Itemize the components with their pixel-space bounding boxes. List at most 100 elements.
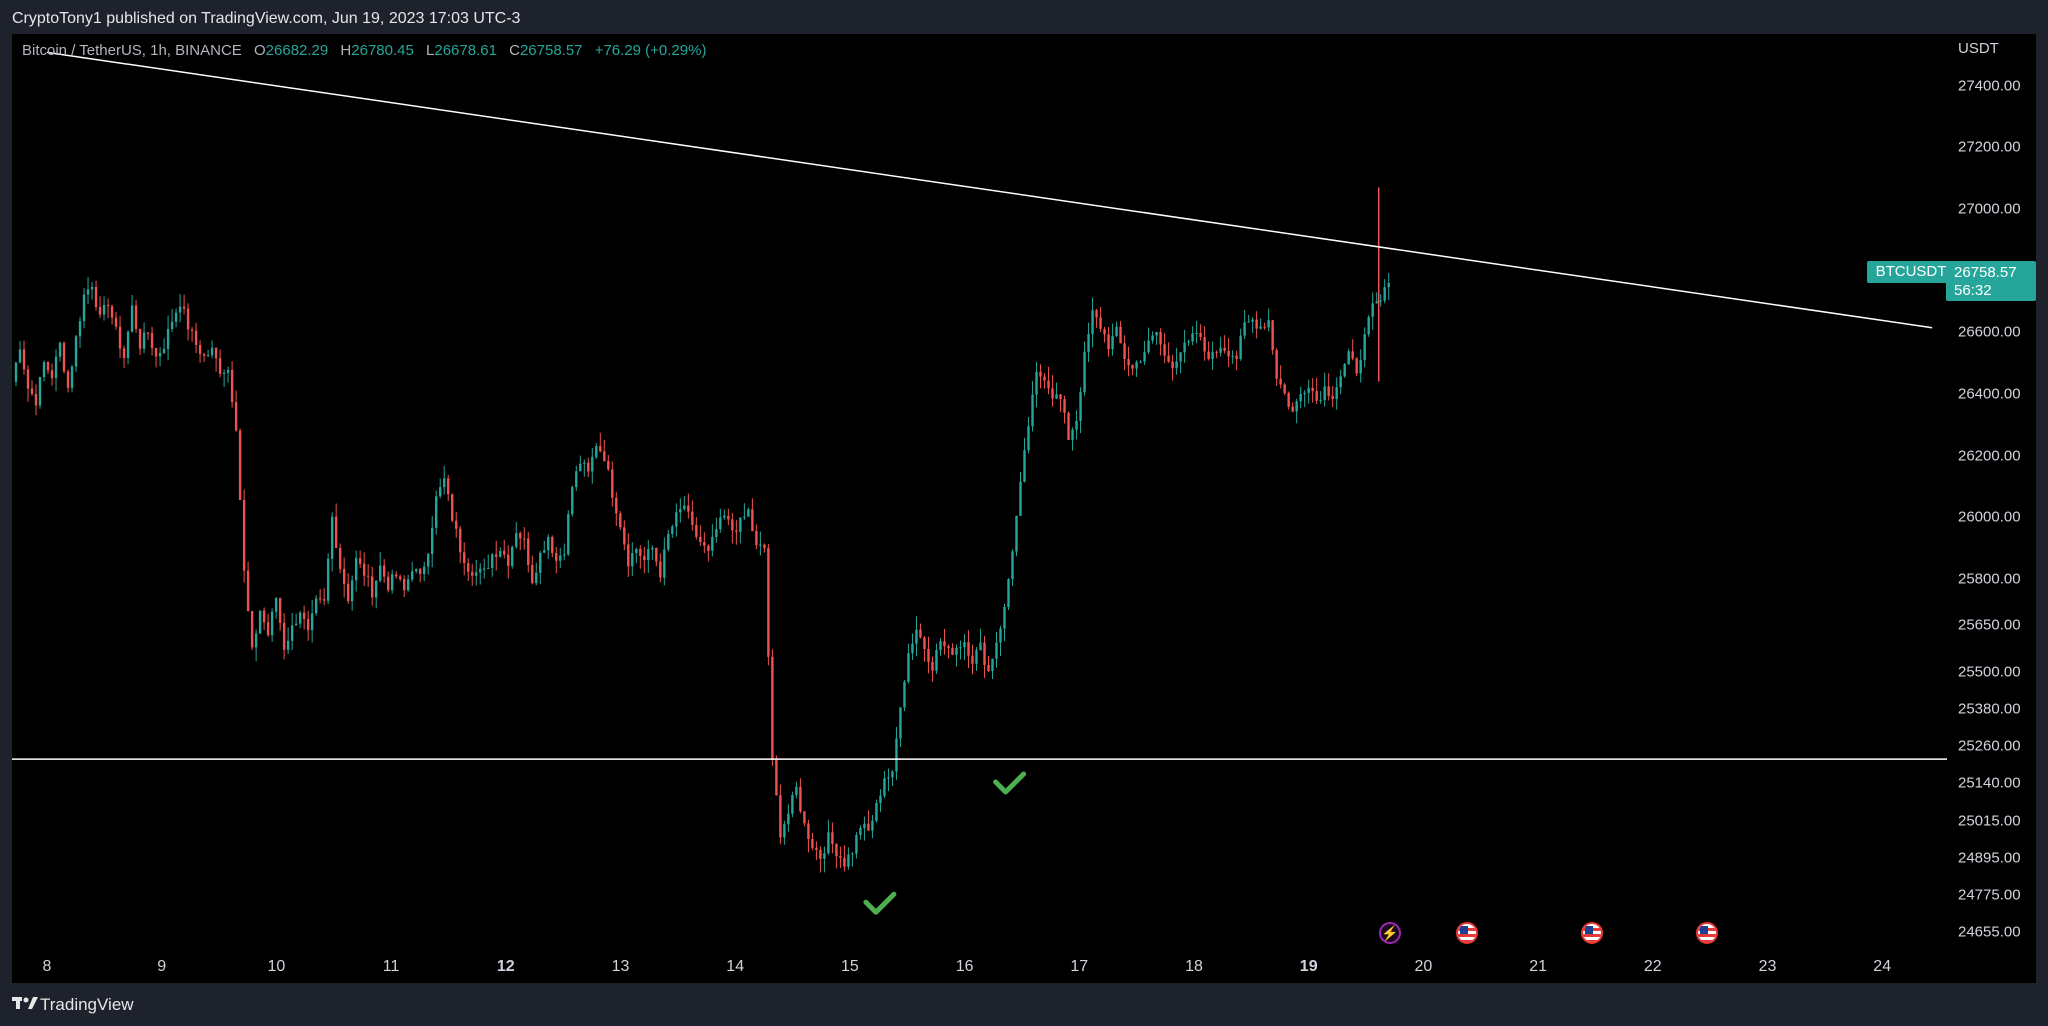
candle-body: [278, 598, 282, 623]
candle-body: [1107, 334, 1110, 350]
bolt-icon[interactable]: ⚡: [1379, 922, 1401, 944]
time-tick: 8: [42, 958, 52, 975]
price-chart[interactable]: [12, 34, 2036, 983]
us-flag-icon[interactable]: [1696, 922, 1718, 944]
candle-body: [130, 305, 134, 332]
candle-body: [467, 563, 470, 572]
candle-body: [831, 832, 834, 844]
candle-body: [615, 497, 618, 514]
legend-high-value: 26780.45: [351, 42, 414, 59]
candle-body: [50, 370, 54, 379]
candle-body: [419, 569, 422, 575]
candle-body: [579, 463, 582, 472]
candle-body: [282, 622, 286, 650]
candle-body: [571, 487, 574, 515]
candle-body: [74, 336, 78, 367]
candle-body: [182, 306, 186, 309]
candle-body: [819, 849, 822, 859]
candle-body: [507, 554, 510, 566]
candle-body: [779, 795, 782, 838]
candle-body: [14, 362, 18, 382]
candle-body: [122, 348, 126, 358]
candle-body: [407, 579, 410, 591]
candle-body: [98, 307, 102, 315]
candle-body: [1151, 335, 1154, 341]
candle-body: [1119, 326, 1122, 344]
candle-body: [963, 642, 966, 648]
candle-body: [254, 633, 258, 648]
legend-close-value: 26758.57: [519, 42, 583, 59]
candle-body: [354, 558, 358, 581]
us-flag-icon[interactable]: [1456, 922, 1478, 944]
candle-body: [1007, 579, 1010, 607]
candle-body: [511, 546, 514, 566]
candle-body: [294, 623, 298, 626]
candle-body: [58, 342, 62, 357]
candle-body: [1355, 358, 1358, 374]
candle-body: [198, 345, 202, 355]
candle-body: [1363, 334, 1366, 361]
candle-body: [939, 641, 942, 651]
candle-body: [811, 839, 814, 848]
chart-pane[interactable]: Bitcoin / TetherUS, 1h, BINANCE O26682.2…: [12, 34, 2036, 983]
price-tick: 27200.00: [1958, 138, 2021, 156]
candle-body: [1315, 391, 1318, 401]
candle-body: [338, 547, 342, 569]
candle-body: [991, 658, 994, 672]
legend-low-label: L: [426, 42, 435, 59]
candle-body: [266, 622, 270, 636]
candle-body: [54, 356, 58, 379]
candle-body: [587, 462, 590, 472]
candle-body: [290, 625, 294, 641]
candle-body: [731, 519, 734, 531]
candle-body: [190, 329, 194, 331]
time-tick: 13: [611, 958, 630, 975]
trendline[interactable]: [46, 51, 1933, 329]
candle-body: [535, 572, 538, 584]
candle-body: [979, 642, 982, 651]
candle-body: [875, 803, 878, 821]
price-tick: 25015.00: [1958, 812, 2021, 830]
candle-body: [166, 328, 170, 349]
candle-body: [795, 786, 798, 795]
tradingview-logo-icon: [12, 997, 38, 1009]
candle-body: [1175, 361, 1178, 369]
candle-body: [402, 579, 406, 591]
candle-body: [1275, 350, 1278, 379]
candle-body: [475, 572, 478, 576]
candle-body: [815, 847, 818, 850]
candle-body: [455, 520, 458, 529]
price-tick: 24655.00: [1958, 923, 2021, 941]
candle-body: [891, 771, 894, 778]
candle-body: [1347, 351, 1350, 365]
us-flag-icon[interactable]: [1581, 922, 1603, 944]
candle-body: [1003, 606, 1006, 629]
candle-body: [671, 526, 674, 534]
candle-body: [1211, 352, 1214, 360]
candle-body: [1139, 361, 1142, 363]
candle-body: [322, 599, 326, 601]
candle-body: [174, 312, 178, 322]
candle-body: [1219, 347, 1222, 353]
time-tick: 17: [1070, 958, 1089, 975]
last-price-tag: 26758.57 56:32: [1946, 261, 2036, 301]
candle-body: [531, 564, 534, 584]
candle-body: [719, 517, 722, 530]
candle-body: [298, 612, 302, 624]
candle-body: [799, 786, 802, 812]
publisher-line: CryptoTony1 published on TradingView.com…: [12, 10, 521, 27]
candle-body: [318, 598, 322, 600]
candle-body: [543, 550, 546, 553]
price-tick: 25380.00: [1958, 700, 2021, 717]
candle-body: [1171, 361, 1174, 369]
candle-body: [378, 565, 382, 581]
candle-body: [1099, 317, 1102, 329]
candle-body: [138, 328, 142, 349]
candle-body: [915, 629, 918, 644]
candle-body: [839, 856, 842, 858]
candle-body: [739, 517, 742, 532]
candle-body: [362, 563, 366, 576]
candle-body: [459, 528, 462, 553]
candle-body: [751, 509, 754, 532]
candle-body: [463, 552, 466, 564]
